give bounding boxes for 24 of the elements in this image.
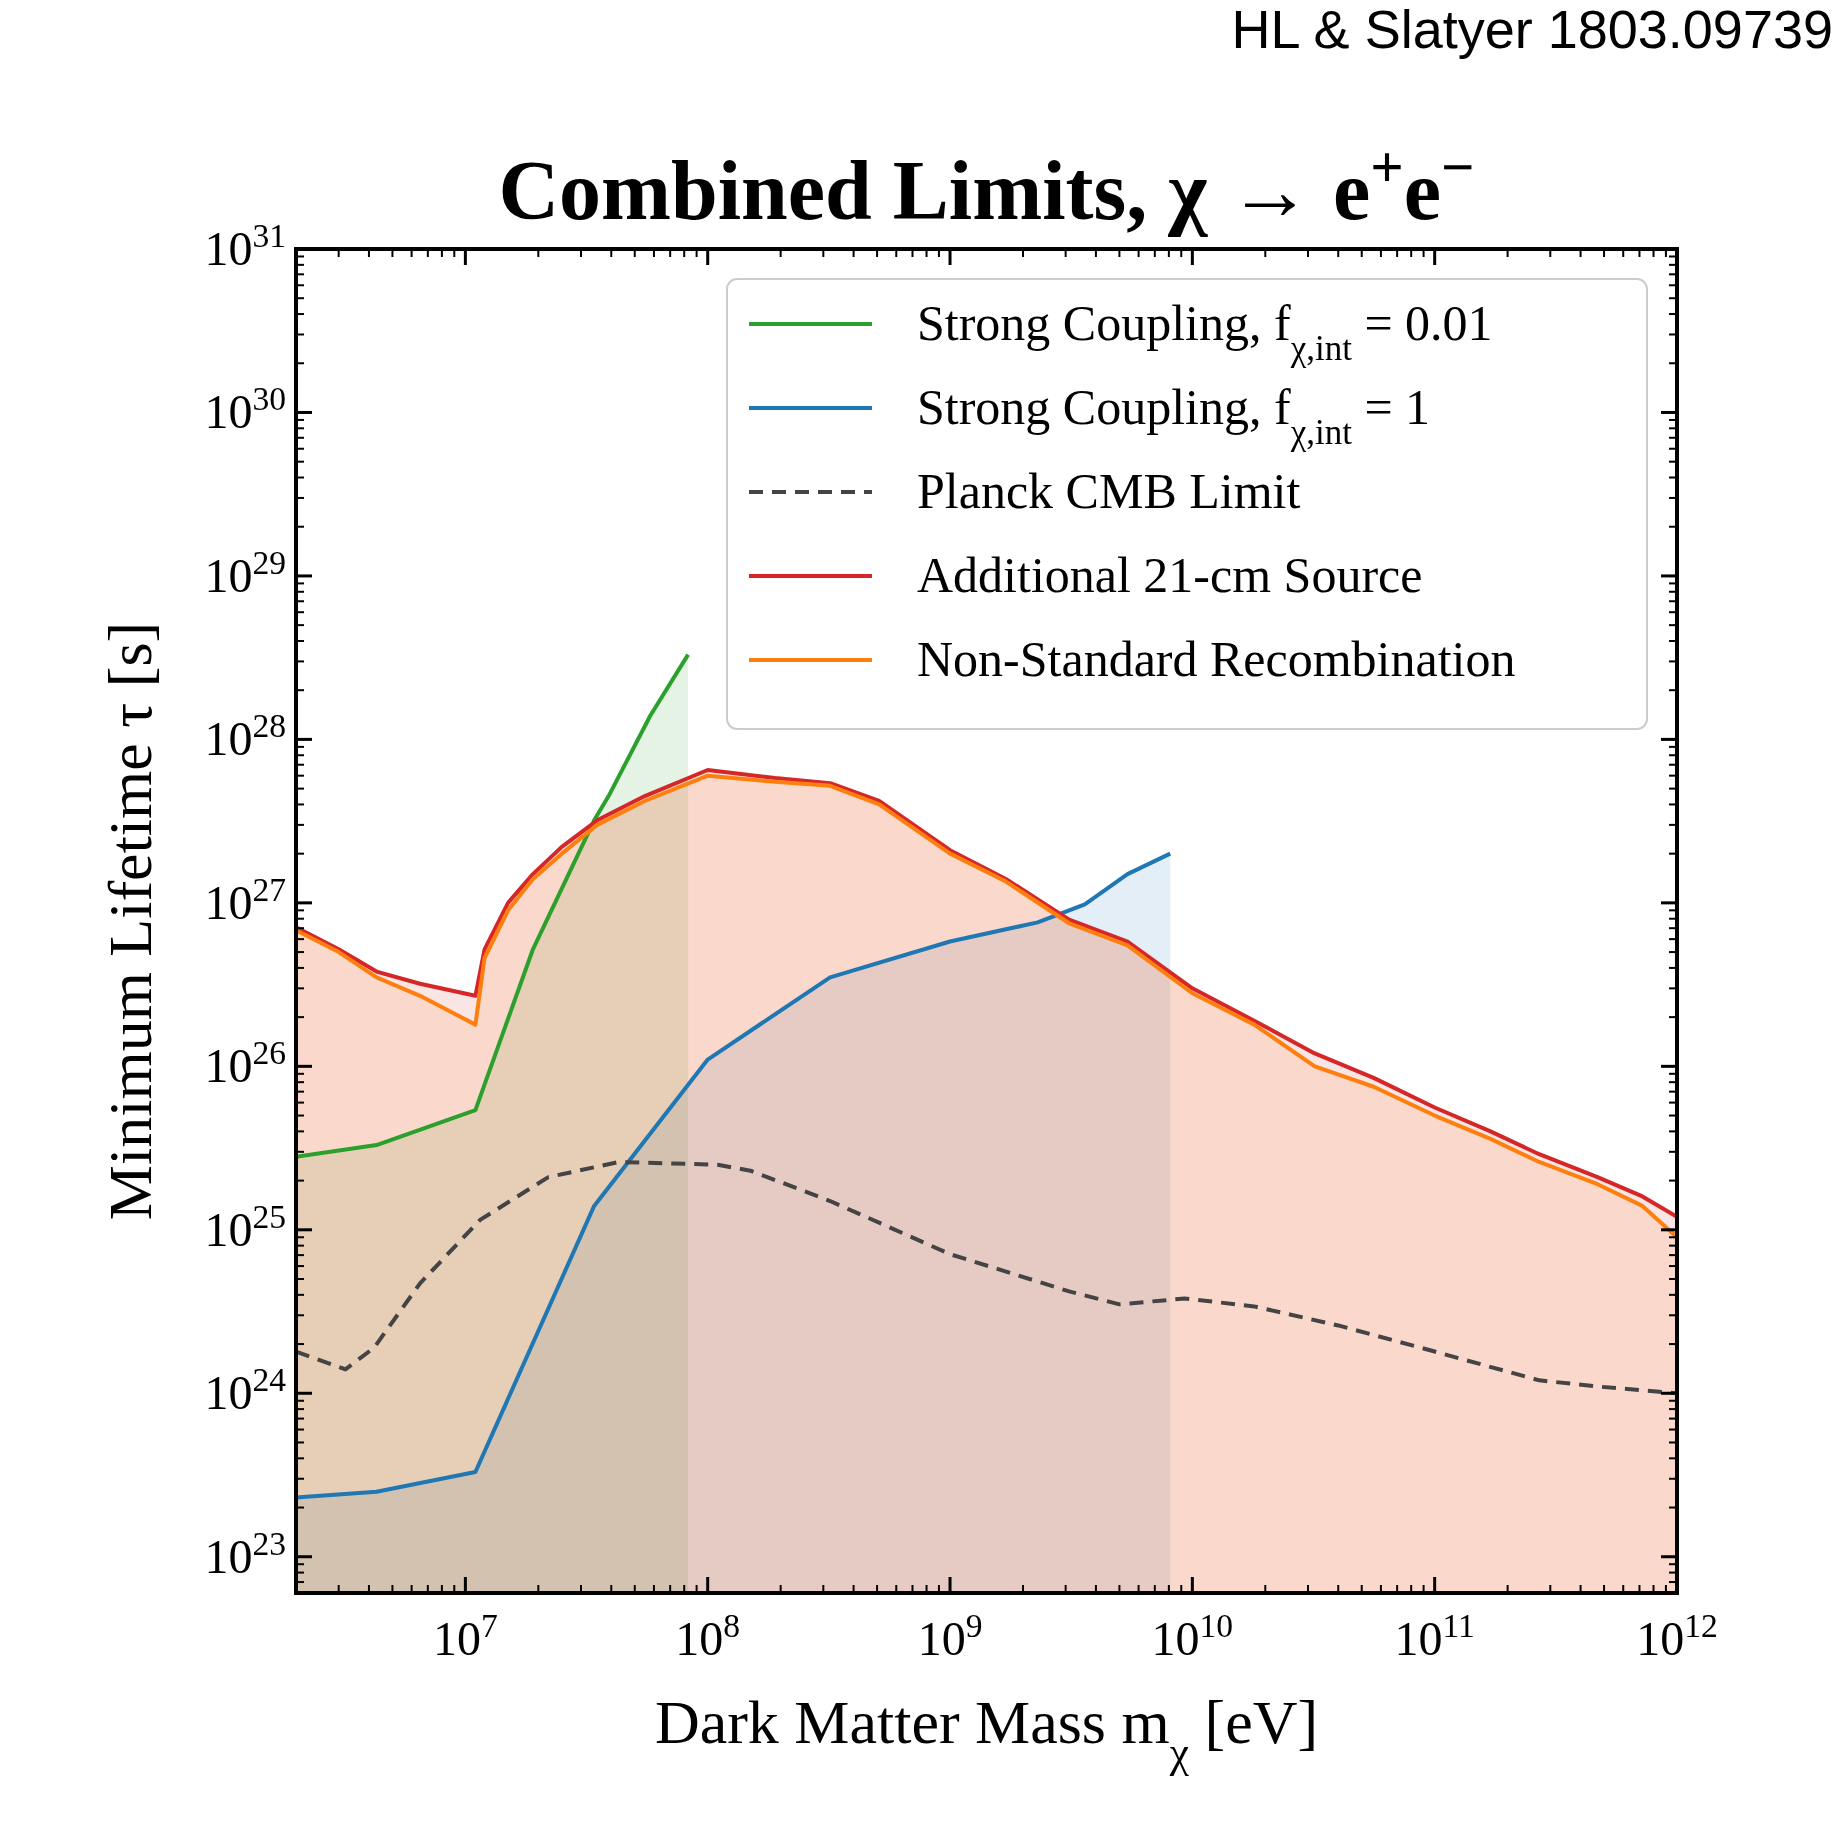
y-tick-label: 10$^{26}$: [204, 1033, 286, 1093]
chart-title: Combined Limits, χ → e$^{+}$e$^{−}$: [498, 134, 1475, 237]
x-tick-label: 10$^{9}$: [917, 1606, 983, 1665]
text: HL & Slatyer 1803.09739: [1231, 0, 1833, 59]
legend-label: Planck CMB Limit: [917, 463, 1301, 519]
legend-label: Additional 21-cm Source: [917, 547, 1423, 603]
x-tick-label: 10$^{7}$: [432, 1606, 498, 1665]
y-axis-title: Minimum Lifetime τ [s]: [96, 621, 164, 1221]
y-tick-label: 10$^{23}$: [204, 1524, 286, 1583]
legend-label: Strong Coupling, f$_{χ,int}$ = 0.01: [917, 295, 1493, 368]
y-tick-label: 10$^{25}$: [204, 1197, 286, 1256]
y-tick-label: 10$^{27}$: [204, 870, 286, 929]
x-tick-label: 10$^{10}$: [1151, 1606, 1234, 1665]
x-tick-label: 10$^{12}$: [1636, 1606, 1718, 1665]
legend-label: Non-Standard Recombination: [917, 631, 1516, 687]
y-tick-label: 10$^{29}$: [204, 543, 286, 602]
x-tick-label: 10$^{11}$: [1394, 1606, 1475, 1665]
y-tick-label: 10$^{24}$: [204, 1360, 287, 1420]
y-tick-label: 10$^{28}$: [204, 706, 286, 766]
y-tick-label: 10$^{31}$: [204, 216, 286, 275]
y-tick-label: 10$^{30}$: [204, 379, 286, 439]
legend-label: Strong Coupling, f$_{χ,int}$ = 1: [917, 379, 1431, 452]
x-tick-label: 10$^{8}$: [675, 1606, 741, 1665]
x-axis-title: Dark Matter Mass m$_{χ}$ [eV]: [654, 1688, 1319, 1776]
